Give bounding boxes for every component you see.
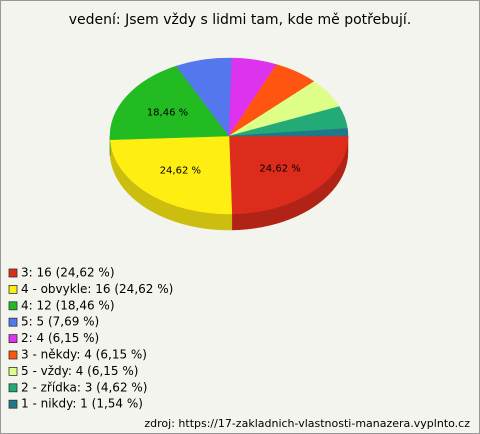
legend-swatch [8,284,18,294]
legend-swatch [8,334,18,344]
legend-label: 3 - někdy: 4 (6,15 %) [21,348,147,362]
legend-swatch [8,317,18,327]
legend-label: 4: 12 (18,46 %) [21,298,115,312]
source: zdroj: https://17-zakladnich-vlastnosti-… [144,417,470,430]
data-label: 24,62 % [160,165,201,176]
data-label: 24,62 % [259,164,300,175]
legend-label: 2 - zřídka: 3 (4,62 %) [21,380,147,394]
legend-label: 5 - vždy: 4 (6,15 %) [21,364,138,378]
legend-swatch [8,301,18,311]
legend-swatch [8,399,18,409]
slice [109,65,230,140]
legend-label: 4 - obvykle: 16 (24,62 %) [21,282,173,296]
chart-title: vedení: Jsem vždy s lidmi tam, kde mě po… [69,12,411,28]
legend-swatch [8,268,18,278]
legend-swatch [8,366,18,376]
legend-label: 3: 16 (24,62 %) [21,266,115,280]
legend-label: 2: 4 (6,15 %) [21,331,99,345]
legend-swatch [8,383,18,393]
legend-label: 1 - nikdy: 1 (1,54 %) [21,397,143,411]
legend-swatch [8,350,18,360]
data-label: 18,46 % [147,107,188,118]
slice [109,135,233,215]
slice [228,128,349,137]
legend-label: 5: 5 (7,69 %) [21,315,99,329]
slice [228,135,349,215]
